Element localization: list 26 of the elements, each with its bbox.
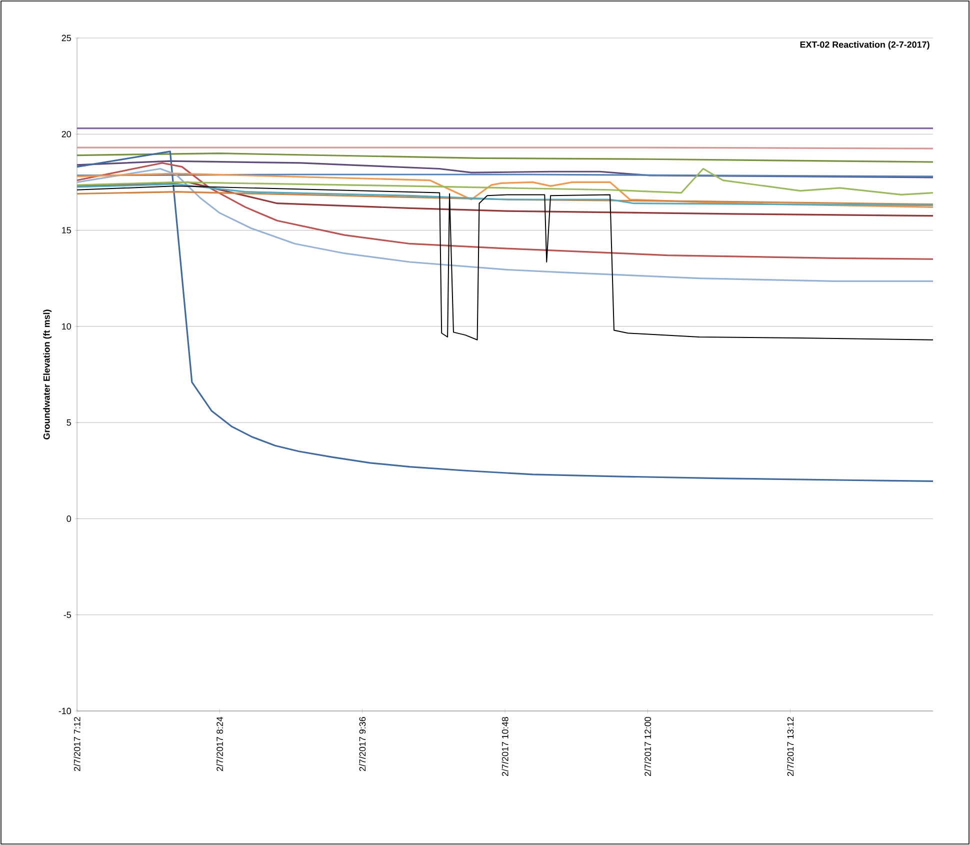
y-tick-label: 5 <box>66 419 71 426</box>
y-tick-label: -10 <box>58 708 72 714</box>
y-tick-label: 20 <box>62 130 72 138</box>
x-tick-label: 2/7/2017 8:24 <box>216 716 223 772</box>
x-tick-label: 2/7/2017 10:48 <box>502 717 508 776</box>
chart-title: EXT-02 Reactivation (2-7-2017) <box>800 41 930 50</box>
x-tick-label: 2/7/2017 13:12 <box>787 717 794 776</box>
y-tick-label: 15 <box>62 227 71 234</box>
line-series <box>77 152 934 163</box>
line-series <box>77 162 934 260</box>
x-tick-label: 2/7/2017 9:36 <box>359 717 366 772</box>
y-tick-label: 25 <box>62 34 71 42</box>
line-series <box>77 168 934 282</box>
line-series <box>77 183 934 206</box>
line-series <box>77 168 934 196</box>
x-tick-label: 2/7/2017 12:00 <box>644 716 651 776</box>
line-series <box>77 191 934 206</box>
line-series <box>77 186 934 340</box>
y-axis-title: Groundwater Elevation (ft msl) <box>43 310 52 440</box>
line-series <box>77 150 934 482</box>
y-tick-label: 10 <box>62 323 72 330</box>
x-tick-label: 2/7/2017 7:12 <box>74 717 80 772</box>
line-series <box>77 172 934 208</box>
y-tick-label: 0 <box>66 516 72 522</box>
y-tick-label: -5 <box>64 612 71 618</box>
line-series <box>77 160 934 178</box>
